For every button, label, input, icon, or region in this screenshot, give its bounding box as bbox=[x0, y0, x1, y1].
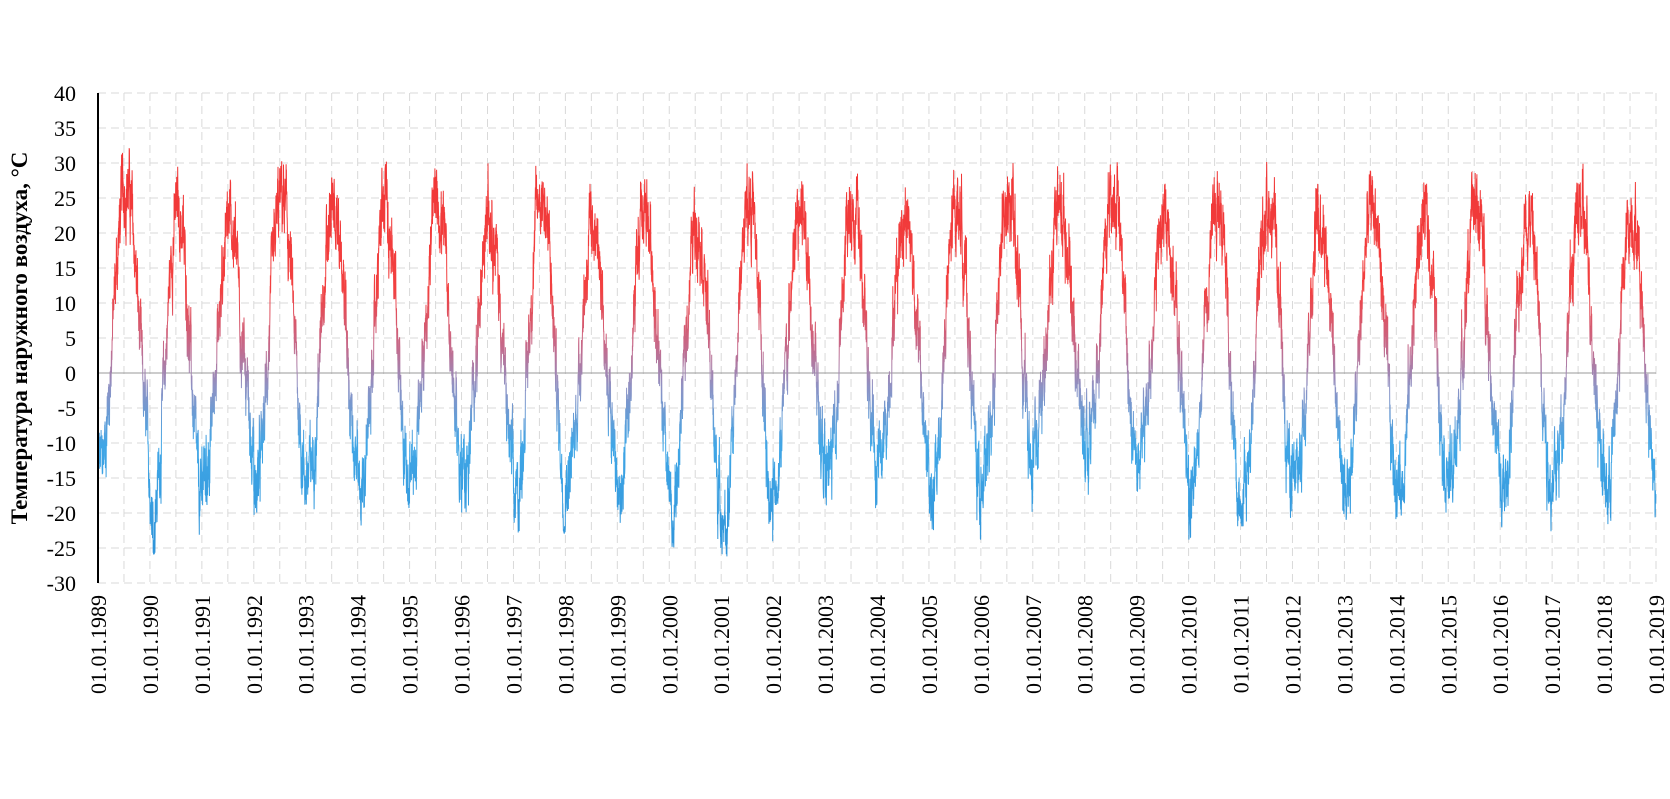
y-tick-label: -25 bbox=[47, 536, 76, 561]
x-tick-label: 01.01.1994 bbox=[346, 595, 371, 694]
x-tick-label: 01.01.2004 bbox=[865, 595, 890, 694]
y-tick-label: 10 bbox=[54, 291, 76, 316]
y-tick-label: 35 bbox=[54, 116, 76, 141]
x-tick-label: 01.01.2013 bbox=[1332, 595, 1357, 694]
plot-area bbox=[97, 148, 1657, 557]
y-tick-label: -20 bbox=[47, 501, 76, 526]
x-tick-label: 01.01.1998 bbox=[553, 595, 578, 694]
x-tick-label: 01.01.2005 bbox=[917, 595, 942, 694]
y-tick-labels: 40 35 30 25 20 15 10 5 0 -5 -10 -15 -20 -25 -30 bbox=[47, 81, 76, 596]
x-tick-label: 01.01.2011 bbox=[1229, 595, 1254, 693]
x-tick-label: 01.01.2015 bbox=[1436, 595, 1461, 694]
temperature-series bbox=[97, 148, 1657, 557]
x-tick-label: 01.01.1989 bbox=[86, 595, 111, 694]
x-tick-label: 01.01.1999 bbox=[605, 595, 630, 694]
x-tick-label: 01.01.2007 bbox=[1021, 595, 1046, 694]
y-tick-label: -15 bbox=[47, 466, 76, 491]
y-axis-label: Температура наружного воздуха, °C bbox=[7, 152, 32, 525]
y-tick-label: -30 bbox=[47, 571, 76, 596]
y-tick-label: 20 bbox=[54, 221, 76, 246]
x-tick-label: 01.01.1993 bbox=[294, 595, 319, 694]
x-tick-label: 01.01.2019 bbox=[1644, 595, 1669, 694]
y-tick-label: 15 bbox=[54, 256, 76, 281]
x-tick-label: 01.01.1992 bbox=[242, 595, 267, 694]
x-tick-labels: 01.01.1989 01.01.1990 01.01.1991 01.01.1992… bbox=[86, 595, 1669, 694]
x-tick-label: 01.01.1996 bbox=[450, 595, 475, 694]
x-tick-label: 01.01.2009 bbox=[1125, 595, 1150, 694]
x-tick-label: 01.01.2002 bbox=[761, 595, 786, 694]
y-tick-label: -10 bbox=[47, 431, 76, 456]
x-tick-label: 01.01.2012 bbox=[1280, 595, 1305, 694]
x-tick-label: 01.01.2001 bbox=[709, 595, 734, 694]
grid-lines bbox=[98, 92, 1657, 584]
y-tick-label: 30 bbox=[54, 151, 76, 176]
y-tick-label: 25 bbox=[54, 186, 76, 211]
x-tick-label: 01.01.2018 bbox=[1592, 595, 1617, 694]
x-tick-label: 01.01.2000 bbox=[657, 595, 682, 694]
x-tick-label: 01.01.1997 bbox=[501, 595, 526, 694]
x-tick-label: 01.01.2003 bbox=[813, 595, 838, 694]
y-tick-label: -5 bbox=[58, 396, 76, 421]
x-tick-label: 01.01.2016 bbox=[1488, 595, 1513, 694]
x-tick-label: 01.01.1991 bbox=[190, 595, 215, 694]
y-tick-label: 40 bbox=[54, 81, 76, 106]
y-tick-label: 0 bbox=[65, 361, 76, 386]
x-tick-label: 01.01.2014 bbox=[1384, 595, 1409, 694]
x-tick-label: 01.01.1995 bbox=[398, 595, 423, 694]
x-tick-label: 01.01.1990 bbox=[138, 595, 163, 694]
y-tick-label: 5 bbox=[65, 326, 76, 351]
x-tick-label: 01.01.2006 bbox=[969, 595, 994, 694]
x-tick-label: 01.01.2010 bbox=[1177, 595, 1202, 694]
x-tick-label: 01.01.2008 bbox=[1073, 595, 1098, 694]
x-tick-label: 01.01.2017 bbox=[1540, 595, 1565, 694]
